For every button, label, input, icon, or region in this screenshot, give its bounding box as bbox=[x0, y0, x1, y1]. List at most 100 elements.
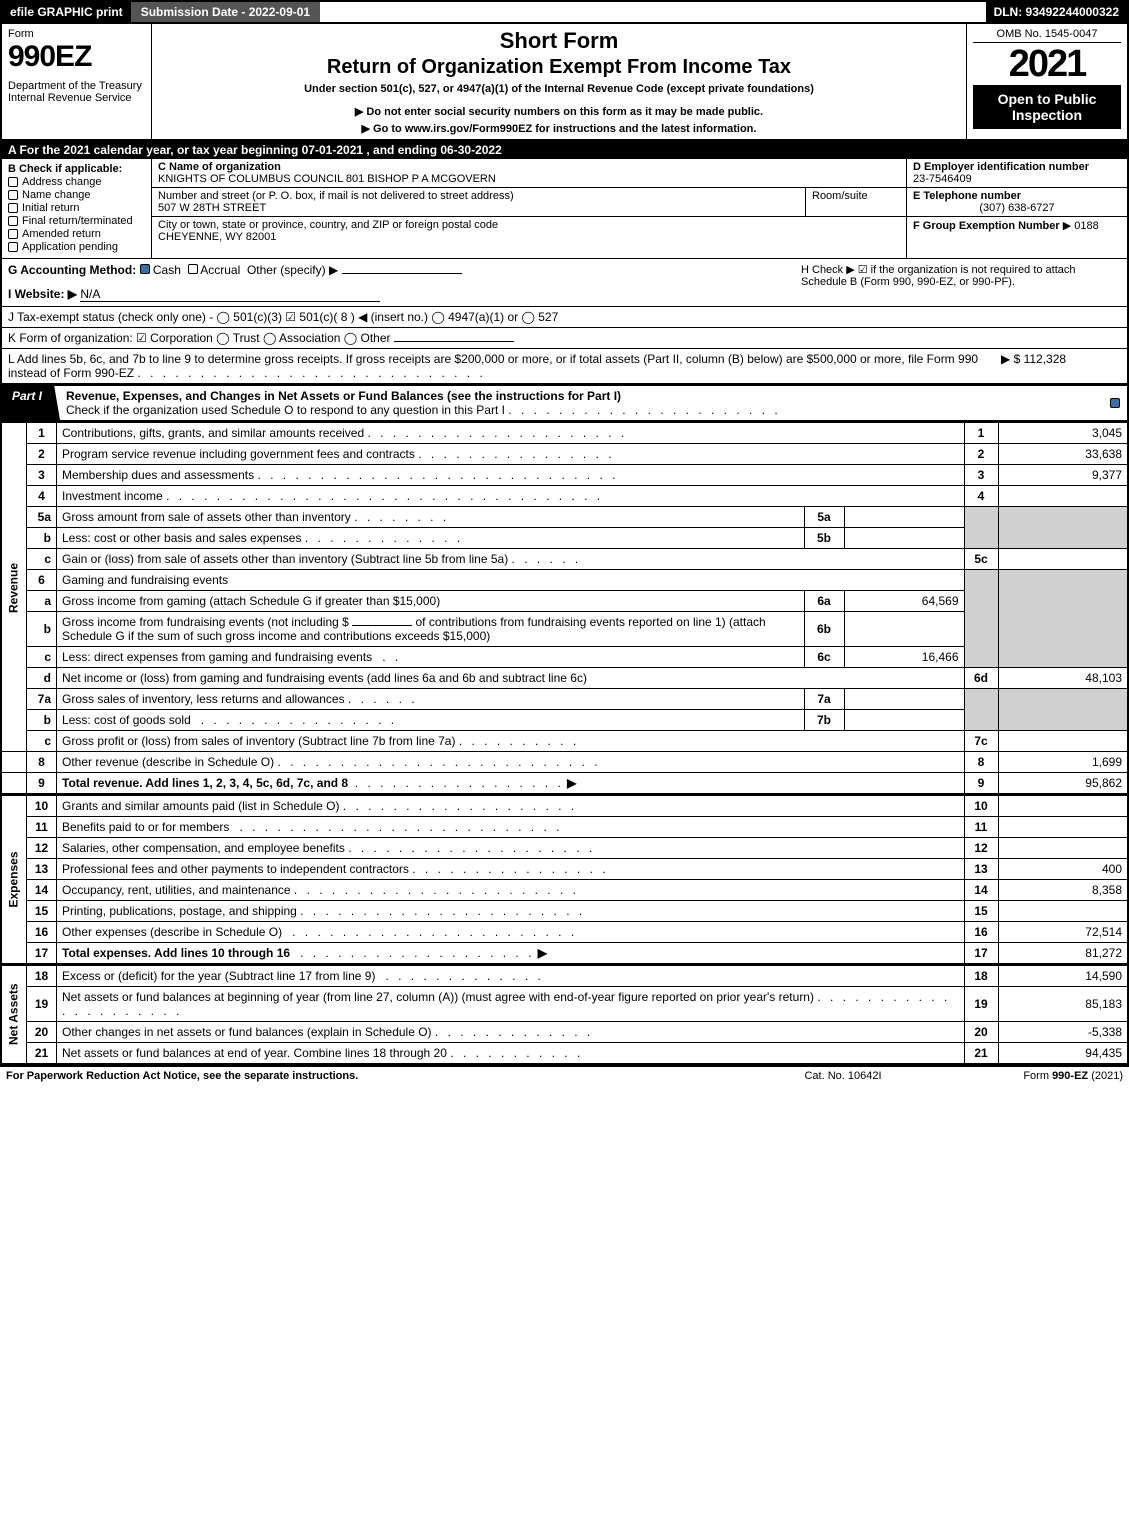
cb-application-pending[interactable]: Application pending bbox=[8, 241, 145, 253]
line-6b: b Gross income from fundraising events (… bbox=[1, 612, 1128, 647]
line-6c: c Less: direct expenses from gaming and … bbox=[1, 647, 1128, 668]
val-19: 85,183 bbox=[998, 987, 1128, 1022]
line-19: 19 Net assets or fund balances at beginn… bbox=[1, 987, 1128, 1022]
line-15: 15 Printing, publications, postage, and … bbox=[1, 901, 1128, 922]
efile-print-button[interactable]: efile GRAPHIC print bbox=[2, 2, 131, 22]
c-name-block: C Name of organization KNIGHTS OF COLUMB… bbox=[152, 159, 906, 188]
vlabel-netassets: Net Assets bbox=[1, 965, 27, 1064]
val-16: 72,514 bbox=[998, 922, 1128, 943]
line-4: 4 Investment income . . . . . . . . . . … bbox=[1, 486, 1128, 507]
city-label: City or town, state or province, country… bbox=[158, 219, 498, 231]
row-gh: G Accounting Method: Cash Accrual Other … bbox=[0, 259, 1129, 307]
cb-cash[interactable] bbox=[140, 264, 150, 274]
header-mid: Short Form Return of Organization Exempt… bbox=[152, 24, 967, 139]
val-3: 9,377 bbox=[998, 465, 1128, 486]
val-8: 1,699 bbox=[998, 752, 1128, 773]
line-5b: b Less: cost or other basis and sales ex… bbox=[1, 528, 1128, 549]
line-16: 16 Other expenses (describe in Schedule … bbox=[1, 922, 1128, 943]
page-footer: For Paperwork Reduction Act Notice, see … bbox=[0, 1065, 1129, 1085]
tel-value: (307) 638-6727 bbox=[913, 202, 1121, 214]
line-6a: a Gross income from gaming (attach Sched… bbox=[1, 591, 1128, 612]
val-12 bbox=[998, 838, 1128, 859]
k-text: K Form of organization: ☑ Corporation ◯ … bbox=[8, 331, 391, 345]
d-ein-block: D Employer identification number 23-7546… bbox=[907, 159, 1127, 188]
val-15 bbox=[998, 901, 1128, 922]
website-value: N/A bbox=[80, 287, 380, 302]
street-block: Number and street (or P. O. box, if mail… bbox=[152, 188, 806, 216]
form-label: Form bbox=[8, 28, 145, 40]
cb-initial-return[interactable]: Initial return bbox=[8, 202, 145, 214]
col-c: C Name of organization KNIGHTS OF COLUMB… bbox=[152, 159, 907, 258]
cb-amended-return[interactable]: Amended return bbox=[8, 228, 145, 240]
val-2: 33,638 bbox=[998, 444, 1128, 465]
dln: DLN: 93492244000322 bbox=[986, 2, 1127, 22]
ssn-note: ▶ Do not enter social security numbers o… bbox=[158, 105, 960, 118]
other-specify-input[interactable] bbox=[342, 273, 462, 274]
open-public: Open to Public Inspection bbox=[973, 85, 1121, 129]
under-section: Under section 501(c), 527, or 4947(a)(1)… bbox=[158, 83, 960, 95]
line-2: 2 Program service revenue including gove… bbox=[1, 444, 1128, 465]
val-18: 14,590 bbox=[998, 965, 1128, 987]
val-21: 94,435 bbox=[998, 1043, 1128, 1065]
e-tel-block: E Telephone number (307) 638-6727 bbox=[907, 188, 1127, 217]
val-6d: 48,103 bbox=[998, 668, 1128, 689]
val-1: 3,045 bbox=[998, 423, 1128, 444]
cb-accrual[interactable] bbox=[188, 264, 198, 274]
row-j: J Tax-exempt status (check only one) - ◯… bbox=[0, 307, 1129, 328]
val-10 bbox=[998, 795, 1128, 817]
line-1: Revenue 1 Contributions, gifts, grants, … bbox=[1, 423, 1128, 444]
val-14: 8,358 bbox=[998, 880, 1128, 901]
footer-right: Form 990-EZ (2021) bbox=[943, 1070, 1123, 1082]
goto-note: ▶ Go to www.irs.gov/Form990EZ for instru… bbox=[158, 122, 960, 135]
line-20: 20 Other changes in net assets or fund b… bbox=[1, 1022, 1128, 1043]
line-6d: d Net income or (loss) from gaming and f… bbox=[1, 668, 1128, 689]
gex-value: ▶ 0188 bbox=[1063, 220, 1099, 232]
header-left: Form 990EZ Department of the Treasury In… bbox=[2, 24, 152, 139]
line-6: 6 Gaming and fundraising events bbox=[1, 570, 1128, 591]
tax-year: 2021 bbox=[973, 45, 1121, 83]
line-13: 13 Professional fees and other payments … bbox=[1, 859, 1128, 880]
part1-label: Part I bbox=[2, 386, 60, 420]
expenses-table: Expenses 10 Grants and similar amounts p… bbox=[0, 794, 1129, 964]
i-label: I Website: ▶ bbox=[8, 287, 77, 301]
val-5c bbox=[998, 549, 1128, 570]
line-11: 11 Benefits paid to or for members . . .… bbox=[1, 817, 1128, 838]
val-7c bbox=[998, 731, 1128, 752]
form-header: Form 990EZ Department of the Treasury In… bbox=[0, 24, 1129, 141]
col-b: B Check if applicable: Address change Na… bbox=[2, 159, 152, 258]
street-value: 507 W 28TH STREET bbox=[158, 202, 266, 214]
c-label: C Name of organization bbox=[158, 161, 281, 173]
line-3: 3 Membership dues and assessments . . . … bbox=[1, 465, 1128, 486]
line-9: 9 Total revenue. Add lines 1, 2, 3, 4, 5… bbox=[1, 773, 1128, 794]
val-6c: 16,466 bbox=[844, 647, 964, 668]
k-other-input[interactable] bbox=[394, 341, 514, 342]
f-gex-block: F Group Exemption Number ▶ 0188 bbox=[907, 217, 1127, 234]
vlabel-revenue: Revenue bbox=[1, 423, 27, 752]
val-11 bbox=[998, 817, 1128, 838]
title-return: Return of Organization Exempt From Incom… bbox=[158, 56, 960, 79]
h-block: H Check ▶ ☑ if the organization is not r… bbox=[801, 263, 1121, 302]
header-right: OMB No. 1545-0047 2021 Open to Public In… bbox=[967, 24, 1127, 139]
e-label: E Telephone number bbox=[913, 190, 1021, 202]
line-7a: 7a Gross sales of inventory, less return… bbox=[1, 689, 1128, 710]
cb-name-change[interactable]: Name change bbox=[8, 189, 145, 201]
netassets-table: Net Assets 18 Excess or (deficit) for th… bbox=[0, 964, 1129, 1065]
h-text: H Check ▶ ☑ if the organization is not r… bbox=[801, 264, 1076, 288]
cb-final-return[interactable]: Final return/terminated bbox=[8, 215, 145, 227]
l-text: L Add lines 5b, 6c, and 7b to line 9 to … bbox=[8, 352, 1001, 380]
part1-checkbox[interactable] bbox=[1103, 386, 1127, 420]
line-18: Net Assets 18 Excess or (deficit) for th… bbox=[1, 965, 1128, 987]
c-city-block: City or town, state or province, country… bbox=[152, 217, 906, 245]
line-14: 14 Occupancy, rent, utilities, and maint… bbox=[1, 880, 1128, 901]
j-text: J Tax-exempt status (check only one) - ◯… bbox=[8, 310, 558, 324]
row-bcd: B Check if applicable: Address change Na… bbox=[0, 159, 1129, 259]
top-bar: efile GRAPHIC print Submission Date - 20… bbox=[0, 0, 1129, 24]
topbar-spacer bbox=[320, 2, 985, 22]
6b-amount-input[interactable] bbox=[352, 625, 412, 626]
val-20: -5,338 bbox=[998, 1022, 1128, 1043]
l-amount: ▶ $ 112,328 bbox=[1001, 352, 1121, 380]
line-7c: c Gross profit or (loss) from sales of i… bbox=[1, 731, 1128, 752]
city-value: CHEYENNE, WY 82001 bbox=[158, 231, 276, 243]
room-block: Room/suite bbox=[806, 188, 906, 216]
cb-address-change[interactable]: Address change bbox=[8, 176, 145, 188]
